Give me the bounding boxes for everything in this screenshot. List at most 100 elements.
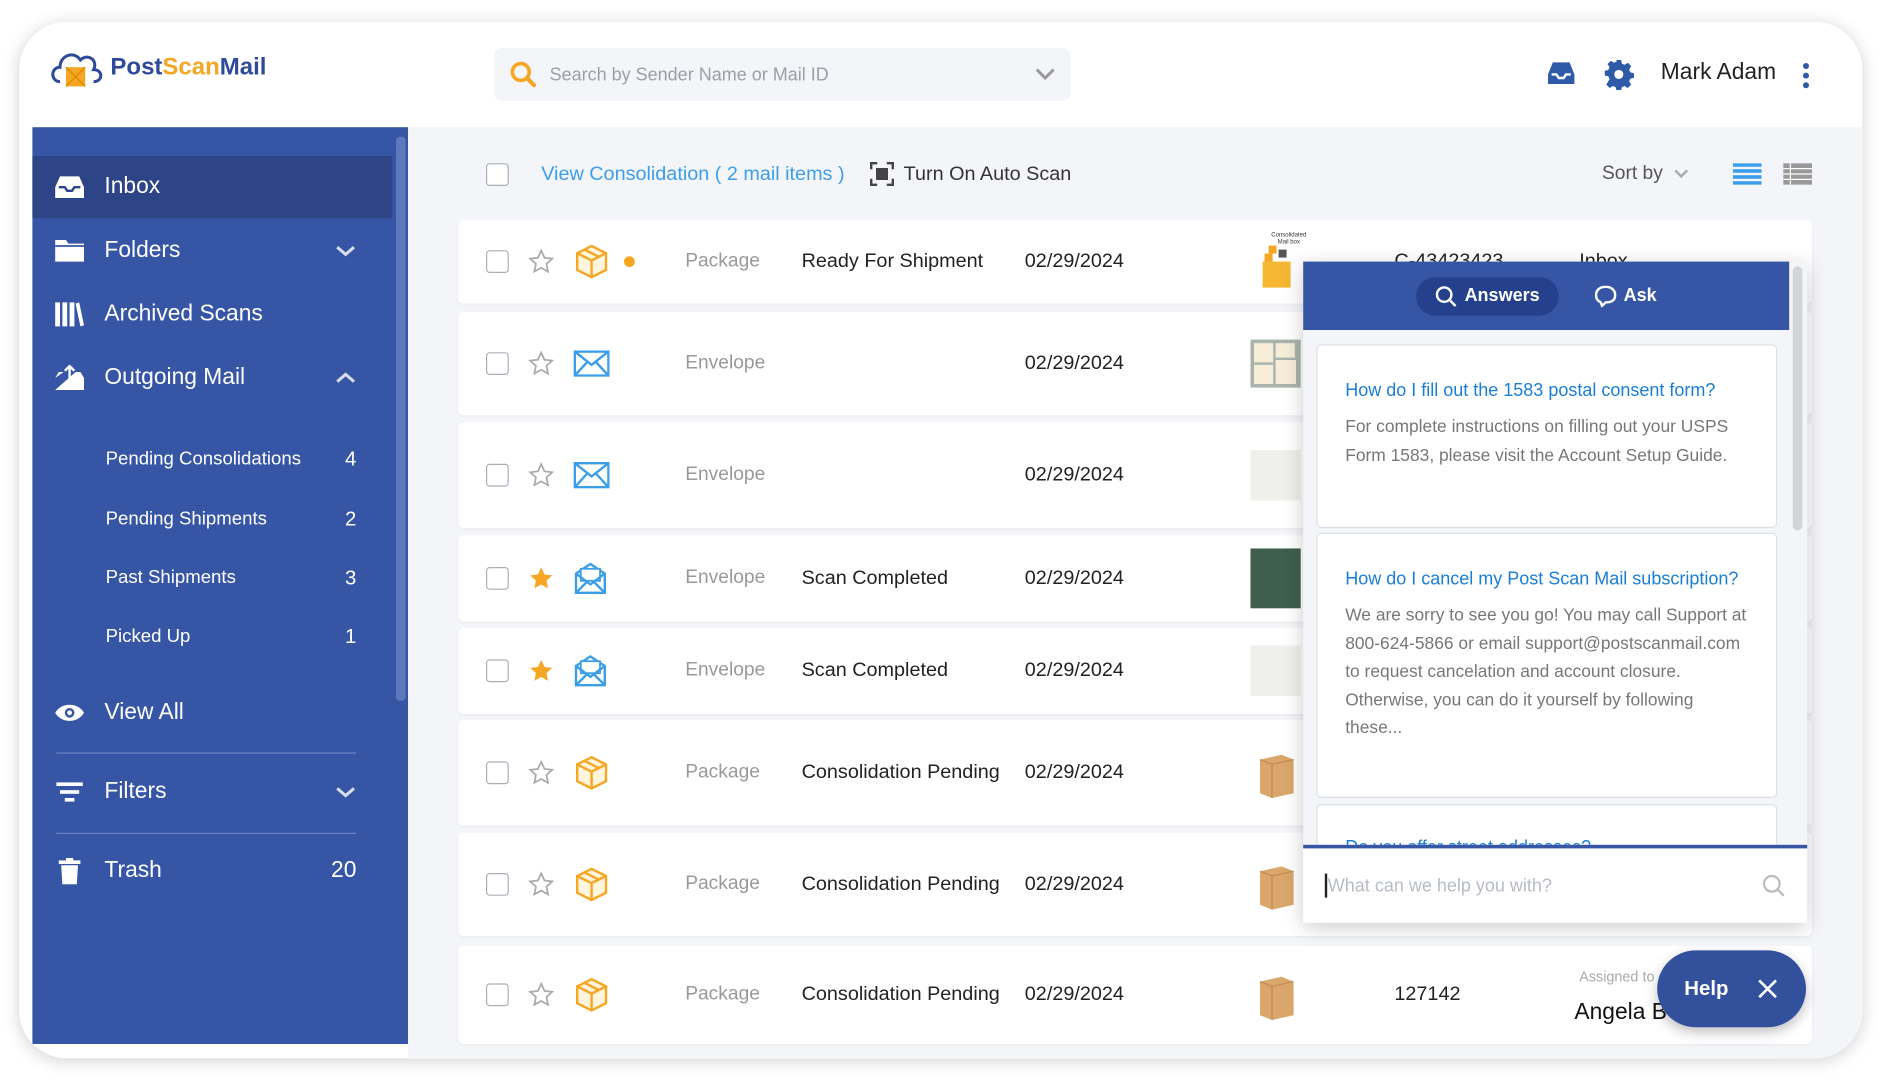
sidebar-item-label: View All — [104, 699, 184, 725]
mail-status: Ready For Shipment — [801, 250, 984, 272]
logo-text: Scan — [162, 53, 220, 80]
assigned-name: Angela B — [1574, 999, 1667, 1025]
help-button[interactable]: Help — [1657, 950, 1807, 1028]
star-outline-icon[interactable] — [528, 350, 555, 376]
close-icon[interactable] — [1757, 978, 1779, 1000]
sidebar-scrollbar[interactable] — [396, 136, 406, 701]
mail-thumbnail[interactable] — [1250, 641, 1301, 701]
mail-row[interactable]: Package Consolidation Pending 02/29/2024… — [458, 945, 1813, 1044]
row-checkbox[interactable] — [486, 250, 509, 273]
user-name[interactable]: Mark Adam — [1660, 60, 1777, 86]
help-article[interactable]: How do I fill out the 1583 postal consen… — [1316, 344, 1778, 528]
package-icon — [574, 244, 610, 280]
article-title[interactable]: How do I fill out the 1583 postal consen… — [1345, 380, 1716, 401]
mail-date: 02/29/2024 — [1024, 463, 1124, 486]
row-checkbox[interactable] — [486, 761, 509, 785]
star-outline-icon[interactable] — [528, 981, 555, 1008]
mail-type: Envelope — [685, 464, 766, 485]
mail-thumbnail[interactable] — [1250, 965, 1300, 1025]
tab-answers[interactable]: Answers — [1416, 276, 1559, 315]
sidebar-item-folders[interactable]: Folders — [32, 220, 392, 282]
article-excerpt: For complete instructions on filling out… — [1345, 417, 1729, 466]
mail-thumbnail[interactable] — [1250, 854, 1300, 914]
row-checkbox[interactable] — [486, 659, 509, 683]
sidebar-subitem-picked-up[interactable]: Picked Up 1 — [32, 619, 392, 655]
chevron-down-icon[interactable] — [1673, 168, 1690, 180]
search-icon[interactable] — [1762, 874, 1786, 898]
tab-label: Ask — [1623, 285, 1657, 306]
search-icon — [1436, 285, 1458, 307]
logo[interactable]: PostScanMail — [48, 46, 266, 89]
help-article[interactable]: How do I cancel my Post Scan Mail subscr… — [1316, 532, 1778, 799]
row-checkbox[interactable] — [486, 463, 509, 487]
row-checkbox[interactable] — [486, 352, 509, 375]
mail-type: Package — [685, 250, 760, 272]
sort-by-dropdown[interactable]: Sort by — [1602, 163, 1663, 184]
star-outline-icon[interactable] — [528, 248, 555, 274]
mail-date: 02/29/2024 — [1024, 567, 1124, 589]
text-cursor — [1324, 873, 1327, 898]
subitem-label: Pending Shipments — [105, 508, 267, 530]
subitem-label: Picked Up — [105, 626, 191, 647]
chevron-up-icon[interactable] — [335, 368, 357, 387]
subitem-count: 3 — [345, 566, 357, 590]
star-outline-icon[interactable] — [528, 871, 555, 897]
star-filled-icon[interactable] — [528, 658, 554, 684]
kebab-menu-icon[interactable] — [1802, 62, 1810, 89]
mail-thumbnail[interactable] — [1250, 445, 1301, 505]
chat-bubble-icon — [1594, 285, 1617, 307]
mail-date: 02/29/2024 — [1024, 873, 1124, 895]
row-checkbox[interactable] — [486, 567, 509, 590]
list-view-icon[interactable] — [1732, 163, 1762, 185]
sidebar-item-view-all[interactable]: View All — [32, 682, 392, 744]
help-panel: Answers Ask How do I fill out the 1583 p… — [1303, 261, 1808, 923]
help-button-label: Help — [1684, 976, 1729, 1000]
mail-thumbnail[interactable] — [1250, 334, 1301, 394]
search-input[interactable]: Search by Sender Name or Mail ID — [494, 48, 1071, 101]
sidebar-subitem-pending-shipments[interactable]: Pending Shipments 2 — [32, 502, 392, 538]
star-filled-icon[interactable] — [528, 565, 554, 591]
gear-icon[interactable] — [1603, 59, 1634, 90]
article-title[interactable]: How do I cancel my Post Scan Mail subscr… — [1345, 568, 1739, 590]
sidebar-item-outgoing-mail[interactable]: Outgoing Mail — [32, 347, 392, 409]
filter-icon — [54, 779, 85, 805]
mail-date: 02/29/2024 — [1024, 659, 1124, 681]
auto-scan-toggle[interactable]: Turn On Auto Scan — [903, 162, 1072, 185]
subitem-count: 1 — [345, 625, 357, 648]
mail-status: Consolidation Pending — [801, 873, 1000, 895]
row-checkbox[interactable] — [486, 873, 509, 896]
mail-type: Envelope — [685, 660, 766, 681]
sidebar-item-inbox[interactable]: Inbox — [32, 156, 393, 219]
star-outline-icon[interactable] — [528, 462, 555, 488]
sidebar-item-label: Filters — [104, 778, 167, 805]
help-header: Answers Ask — [1303, 261, 1790, 330]
help-search-input[interactable]: What can we help you with? — [1303, 844, 1808, 923]
compact-view-icon[interactable] — [1783, 163, 1813, 185]
sidebar-item-archived-scans[interactable]: Archived Scans — [32, 283, 392, 345]
sidebar-item-label: Folders — [104, 237, 181, 263]
divider — [56, 832, 357, 835]
tab-ask[interactable]: Ask — [1576, 277, 1676, 315]
inbox-icon[interactable] — [1546, 60, 1577, 86]
help-scrollbar[interactable] — [1792, 266, 1803, 531]
chevron-down-icon[interactable] — [335, 782, 357, 801]
sidebar-item-trash[interactable]: Trash 20 — [32, 840, 392, 902]
view-consolidation-link[interactable]: View Consolidation ( 2 mail items ) — [541, 162, 845, 185]
auto-scan-icon — [870, 162, 895, 186]
chevron-down-icon[interactable] — [335, 241, 357, 260]
chevron-down-icon[interactable] — [1034, 67, 1056, 81]
package-icon — [574, 977, 610, 1013]
search-icon — [510, 61, 537, 88]
tab-label: Answers — [1464, 285, 1540, 306]
mail-thumbnail[interactable] — [1250, 232, 1300, 292]
mail-status: Consolidation Pending — [801, 761, 1000, 784]
row-checkbox[interactable] — [486, 983, 509, 1007]
sidebar-subitem-pending-consolidations[interactable]: Pending Consolidations 4 — [32, 442, 392, 478]
sidebar-subitem-past-shipments[interactable]: Past Shipments 3 — [32, 560, 392, 596]
select-all-checkbox[interactable] — [486, 162, 509, 186]
star-outline-icon[interactable] — [528, 759, 555, 786]
logo-text: Mail — [219, 53, 267, 80]
mail-thumbnail[interactable] — [1250, 743, 1300, 803]
mail-thumbnail[interactable] — [1250, 548, 1301, 609]
sidebar-item-filters[interactable]: Filters — [32, 761, 392, 823]
